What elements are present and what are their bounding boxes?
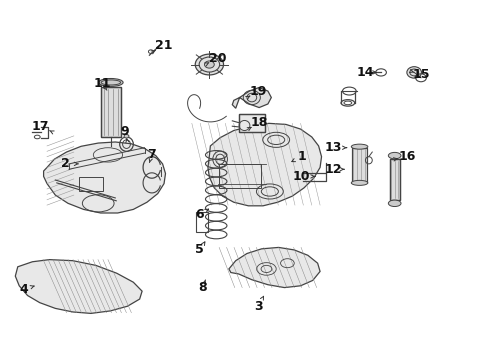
Bar: [219, 163, 260, 188]
Text: 1: 1: [297, 150, 306, 163]
Text: 7: 7: [147, 148, 156, 161]
Text: 3: 3: [253, 300, 262, 313]
Ellipse shape: [406, 67, 421, 78]
Bar: [351, 148, 366, 182]
Ellipse shape: [195, 54, 223, 75]
Text: 12: 12: [324, 163, 341, 176]
Text: 19: 19: [249, 85, 266, 98]
Polygon shape: [43, 142, 165, 213]
Text: 10: 10: [292, 170, 310, 183]
Bar: [238, 114, 265, 132]
Text: 13: 13: [324, 141, 341, 154]
Ellipse shape: [99, 78, 123, 86]
Ellipse shape: [387, 200, 400, 207]
Text: 11: 11: [93, 77, 111, 90]
Text: 14: 14: [356, 66, 373, 79]
Ellipse shape: [387, 152, 400, 159]
Text: 5: 5: [195, 243, 203, 256]
Bar: [389, 159, 399, 200]
Text: 21: 21: [155, 39, 172, 52]
Polygon shape: [15, 260, 142, 314]
Text: 15: 15: [411, 68, 429, 81]
Text: 18: 18: [250, 116, 267, 129]
Bar: [195, 212, 207, 232]
Ellipse shape: [204, 61, 214, 68]
Text: 17: 17: [32, 120, 49, 133]
Text: 20: 20: [208, 51, 226, 64]
Bar: [79, 177, 103, 191]
Text: 8: 8: [198, 281, 207, 294]
Text: 4: 4: [20, 283, 28, 296]
Text: 16: 16: [397, 150, 415, 163]
Text: 6: 6: [195, 208, 203, 221]
Ellipse shape: [124, 134, 129, 138]
Bar: [101, 87, 121, 137]
Polygon shape: [232, 87, 271, 108]
Bar: [389, 159, 399, 200]
Text: 9: 9: [121, 125, 129, 138]
Text: 2: 2: [61, 157, 69, 170]
Polygon shape: [228, 247, 320, 288]
Bar: [101, 87, 121, 137]
Polygon shape: [207, 123, 321, 206]
Ellipse shape: [350, 180, 367, 185]
Bar: [238, 114, 265, 132]
Ellipse shape: [350, 144, 367, 149]
Bar: [351, 148, 366, 182]
